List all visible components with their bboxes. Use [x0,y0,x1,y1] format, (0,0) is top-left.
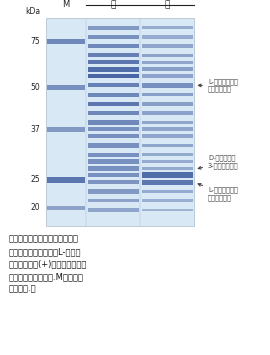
Bar [88,67,139,72]
Text: ＋: ＋ [165,0,170,9]
Bar [47,206,85,210]
Bar [88,53,139,58]
Bar [46,18,194,226]
Bar [88,26,139,30]
Bar [142,209,193,211]
Text: kDa: kDa [25,7,40,16]
Bar [88,120,139,125]
Bar [142,54,193,57]
Bar [88,44,139,48]
Bar [88,127,139,131]
Bar [88,35,139,39]
Bar [47,177,85,183]
Text: －: － [111,0,116,9]
Bar [88,111,139,115]
Bar [142,200,193,202]
Bar [142,173,193,178]
Bar [142,67,193,71]
Bar [142,111,193,115]
Bar [142,153,193,156]
Bar [47,85,85,90]
Bar [142,26,193,29]
Text: 75: 75 [31,37,40,46]
Text: L-キシルロース
レダクターゼ: L-キシルロース レダクターゼ [198,184,238,201]
Bar [88,166,139,170]
Bar [142,93,193,96]
Bar [47,127,85,132]
Text: 25: 25 [31,175,40,185]
Bar [142,160,193,163]
Bar [88,143,139,148]
Text: 20: 20 [31,203,40,212]
Text: L-アラビノース
イソメラーゼ: L-アラビノース イソメラーゼ [198,78,238,93]
Bar [88,173,139,178]
Bar [142,44,193,48]
Bar [142,75,193,78]
Bar [142,127,193,131]
Bar [88,180,139,184]
Bar [88,190,139,193]
Text: M: M [63,0,70,9]
Text: 図２　遺伝子組換え大腸菌にお
ける変換酵素の発現（L-アラビ
ノース存在下(+)で、３つの変換
酵素が発現している.M：分子量
マーカー.）: 図２ 遺伝子組換え大腸菌にお ける変換酵素の発現（L-アラビ ノース存在下(+)… [8,235,86,294]
Bar [88,199,139,202]
Text: 37: 37 [31,125,40,134]
Bar [88,102,139,106]
Bar [142,35,193,39]
Bar [142,190,193,193]
Bar [142,83,193,88]
Bar [88,83,139,87]
Bar [88,134,139,138]
Bar [142,121,193,124]
Bar [142,61,193,64]
Bar [142,167,193,170]
Bar [88,93,139,97]
Bar [88,153,139,157]
Bar [88,159,139,164]
Text: 50: 50 [31,83,40,92]
Bar [88,208,139,212]
Bar [88,74,139,78]
Bar [88,60,139,64]
Bar [47,39,85,44]
Text: D-プシコース
3-エピメラーゼ: D-プシコース 3-エピメラーゼ [198,154,238,169]
Bar [142,144,193,147]
Bar [142,135,193,138]
Bar [142,102,193,105]
Bar [142,180,193,185]
